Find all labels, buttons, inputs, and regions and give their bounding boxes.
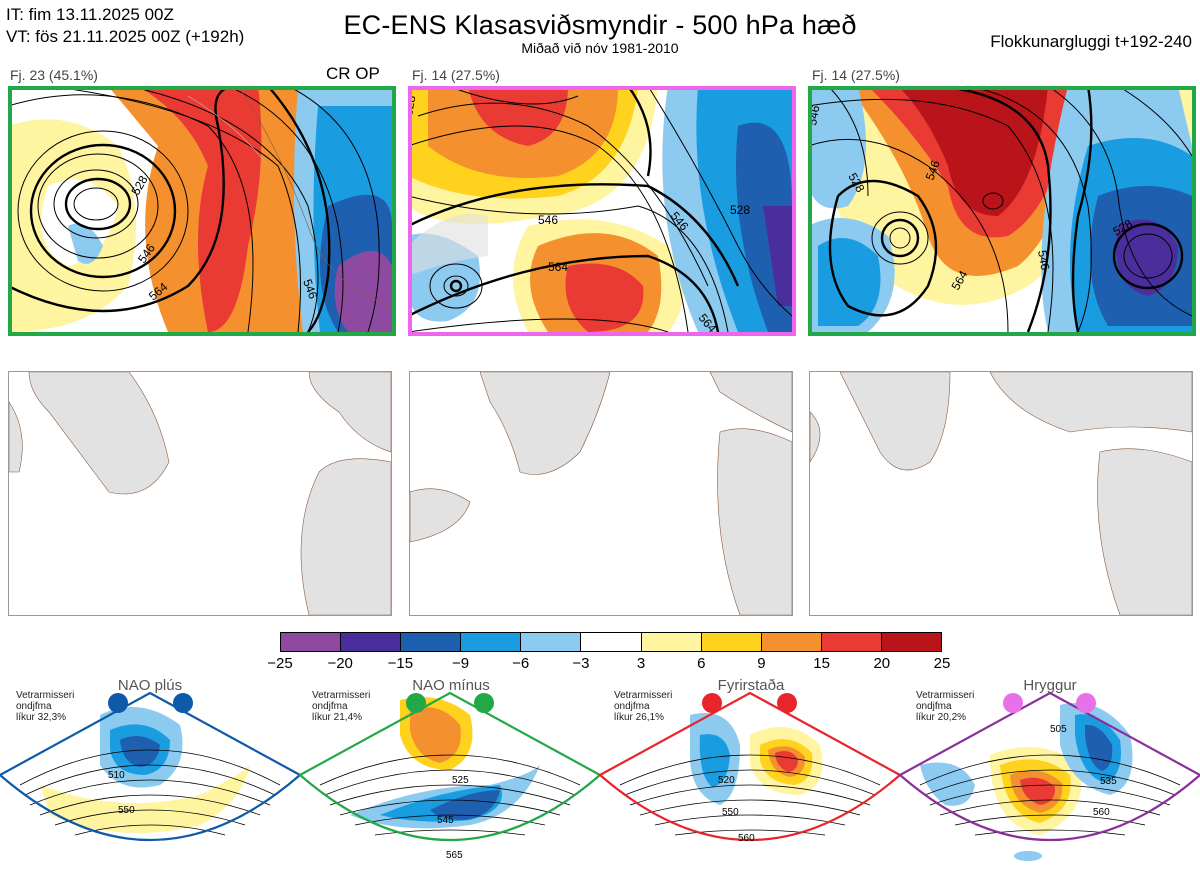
panel-1-caption: Fj. 23 (45.1%) (10, 67, 98, 83)
contour-label: 546 (538, 213, 558, 227)
panel-2-border (408, 86, 796, 336)
panel-1-badge: CR OP (326, 64, 380, 83)
regime-label: 545 (437, 815, 454, 826)
regime-3-title: Fyrirstaða (717, 677, 785, 694)
regime-row: 510 550 525 545 565 (0, 675, 1200, 871)
valid-time: VT: fös 21.11.2025 00Z (+192h) (6, 27, 245, 46)
colorbar-tick-label: −25 (267, 655, 293, 672)
base-map-3[interactable] (809, 371, 1193, 616)
regime-label: 520 (718, 775, 735, 786)
colorbar-swatch (641, 633, 702, 651)
regime-label: 565 (446, 850, 463, 861)
regime-3-info: Vetrarmisseri ondjfma líkur 26,1% (614, 690, 673, 723)
panel-2-caption: Fj. 14 (27.5%) (412, 67, 500, 83)
initial-time: IT: fim 13.11.2025 00Z (6, 5, 174, 24)
colorbar-swatch (821, 633, 882, 651)
colorbar-tick-label: 15 (813, 655, 830, 672)
regime-fyrirstada: 520 550 560 (598, 691, 902, 844)
header-info: IT: fim 13.11.2025 00Z VT: fös 21.11.202… (6, 4, 244, 48)
colorbar-swatch (701, 633, 762, 651)
colorbar-swatch (341, 633, 402, 651)
colorbar-tick-label: 6 (697, 655, 706, 672)
panel-3-caption: Fj. 14 (27.5%) (812, 67, 900, 83)
colorbar-tick-label: 9 (757, 655, 766, 672)
cluster-map-3[interactable]: 546 528 546 564 528 546 (808, 86, 1192, 332)
regime-2-title: NAO mínus (412, 677, 490, 694)
page-title: EC-ENS Klasasviðsmyndir - 500 hPa hæð (343, 10, 857, 40)
regime-nao-plus: 510 550 (0, 691, 302, 842)
colorbar-tick-label: 20 (873, 655, 891, 672)
regime-label: 535 (1100, 776, 1117, 787)
regime-label: 525 (452, 775, 469, 786)
regime-label: 510 (108, 770, 125, 781)
colorbar-swatch (401, 633, 462, 651)
base-map-1[interactable] (8, 371, 392, 616)
colorbar-tick-label: −9 (451, 655, 470, 672)
regime-4-title: Hryggur (1023, 677, 1077, 694)
regime-2-info: Vetrarmisseri ondjfma líkur 21,4% (312, 690, 371, 723)
colorbar-tick-label: −6 (512, 655, 530, 672)
regime-label: 560 (1093, 807, 1110, 818)
colorbar-ticks: −25 −20 −15 −9 −6 −3 3 6 9 15 20 25 (260, 655, 962, 675)
colorbar-tick-label: 25 (933, 655, 951, 672)
colorbar-swatch (281, 633, 342, 651)
page-subtitle: Miðað við nóv 1981-2010 (521, 40, 679, 56)
regime-1-info: Vetrarmisseri ondjfma líkur 32,3% (16, 690, 75, 723)
contour-label: 546 (923, 158, 943, 182)
panel-1-border (8, 86, 396, 336)
regime-label: 505 (1050, 724, 1067, 735)
cluster-map-1[interactable]: 528 546 564 546 (8, 86, 392, 332)
colorbar-tick-label: −3 (572, 655, 590, 672)
regime-label: 550 (118, 805, 135, 816)
colorbar-tick-label: 3 (636, 655, 646, 672)
panel-3-border (808, 86, 1196, 336)
regime-nao-minus: 525 545 565 (298, 691, 602, 861)
contour-label: 546 (1035, 249, 1052, 271)
regime-4-info: Vetrarmisseri ondjfma líkur 20,2% (916, 690, 975, 723)
colorbar (280, 632, 942, 652)
contour-label: 546 (300, 277, 320, 301)
regime-label: 560 (738, 833, 755, 844)
colorbar-swatch (881, 633, 942, 651)
cluster-map-2[interactable]: 528 546 564 546 528 564 (408, 86, 792, 332)
regime-label: 550 (722, 807, 739, 818)
colorbar-swatch (761, 633, 822, 651)
contour-label: 528 (408, 94, 418, 116)
base-map-2[interactable] (409, 371, 793, 616)
colorbar-tick-label: −20 (327, 655, 353, 672)
contour-label: 564 (548, 260, 568, 274)
colorbar-tick-label: −15 (387, 655, 414, 672)
colorbar-swatch (581, 633, 642, 651)
colorbar-swatch (521, 633, 582, 651)
regime-hryggur: 505 535 560 (898, 691, 1200, 861)
contour-label: 528 (730, 203, 750, 217)
regime-1-title: NAO plús (117, 677, 183, 694)
classification-window: Flokkunargluggi t+192-240 (990, 32, 1192, 51)
colorbar-swatch (461, 633, 522, 651)
